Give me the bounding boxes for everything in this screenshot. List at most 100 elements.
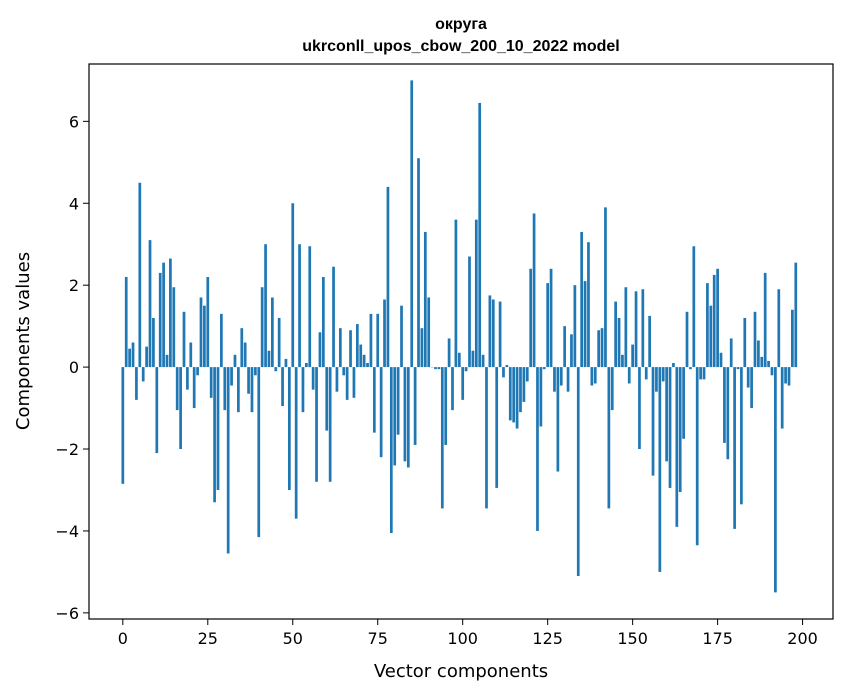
bar-44 <box>271 297 274 368</box>
bar-71 <box>362 354 366 368</box>
bar-162 <box>672 363 675 368</box>
y-axis-ticks: −6 −4 −2 0 2 4 6 <box>55 112 89 623</box>
bar-42 <box>264 244 267 368</box>
bar-155 <box>648 315 651 368</box>
bar-73 <box>369 313 373 368</box>
bar-17 <box>179 367 182 450</box>
bar-59 <box>321 276 325 368</box>
y-tick-label-6: 6 <box>69 112 79 131</box>
bar-149 <box>627 367 631 384</box>
bar-89 <box>423 231 427 368</box>
bar-117 <box>519 367 522 413</box>
y-tick-label-3: 0 <box>69 358 79 377</box>
bar-165 <box>682 367 685 439</box>
bar-118 <box>522 367 526 402</box>
x-tick-label-7: 175 <box>702 629 733 648</box>
bar-171 <box>702 367 706 380</box>
bar-14 <box>169 258 172 368</box>
bar-97 <box>451 367 454 411</box>
bar-157 <box>655 367 658 392</box>
bar-181 <box>736 367 740 370</box>
bar-140 <box>597 330 601 368</box>
x-tick-label-6: 150 <box>617 629 648 648</box>
bar-120 <box>529 268 533 368</box>
bar-16 <box>175 367 179 411</box>
x-tick-label-2: 50 <box>283 629 303 648</box>
y-tick-label-2: −2 <box>55 440 79 459</box>
bar-177 <box>723 367 726 443</box>
bar-41 <box>260 287 264 368</box>
bar-18 <box>182 311 186 368</box>
bar-124 <box>542 367 546 370</box>
bar-179 <box>729 338 733 368</box>
bar-113 <box>505 365 509 368</box>
bar-100 <box>461 367 465 400</box>
bar-174 <box>712 274 716 368</box>
bar-3 <box>131 342 135 368</box>
bar-197 <box>791 309 794 368</box>
bar-172 <box>706 283 709 368</box>
bar-30 <box>223 367 227 411</box>
bar-38 <box>250 367 254 413</box>
bar-63 <box>335 367 339 392</box>
bar-104 <box>474 219 478 368</box>
bar-123 <box>539 367 543 427</box>
bar-62 <box>332 266 335 368</box>
bar-93 <box>437 367 441 370</box>
bar-78 <box>386 186 390 368</box>
bar-160 <box>665 367 668 462</box>
bar-10 <box>155 367 159 454</box>
bar-23 <box>199 297 203 368</box>
bar-146 <box>617 317 621 368</box>
bar-92 <box>434 367 437 370</box>
bar-132 <box>570 334 573 368</box>
bar-198 <box>794 262 798 368</box>
bar-11 <box>158 272 162 368</box>
bar-12 <box>162 262 165 368</box>
bar-4 <box>135 367 138 400</box>
bar-43 <box>267 350 271 368</box>
bar-148 <box>624 287 628 368</box>
bar-144 <box>610 367 614 411</box>
bar-141 <box>600 328 604 368</box>
bar-82 <box>400 305 403 368</box>
bar-147 <box>621 354 624 368</box>
bar-131 <box>566 367 570 392</box>
bar-65 <box>342 367 346 376</box>
x-tick-label-8: 200 <box>787 629 818 648</box>
bar-86 <box>413 367 417 445</box>
bar-19 <box>186 367 189 390</box>
plot-frame <box>88 63 834 620</box>
bar-182 <box>740 367 743 505</box>
x-tick-label-3: 75 <box>368 629 388 648</box>
bar-20 <box>189 342 193 368</box>
bar-87 <box>417 158 420 368</box>
x-tick-label-0: 0 <box>118 629 128 648</box>
bar-83 <box>403 367 407 462</box>
bar-194 <box>780 367 784 429</box>
x-tick-label-4: 100 <box>447 629 478 648</box>
y-tick-label-4: 2 <box>69 276 79 295</box>
bar-46 <box>277 317 281 368</box>
bar-178 <box>726 367 730 460</box>
bar-190 <box>767 360 770 368</box>
bar-40 <box>257 367 261 538</box>
bar-69 <box>355 324 359 368</box>
bar-55 <box>308 246 312 368</box>
bar-21 <box>192 367 196 409</box>
bar-114 <box>508 367 512 421</box>
bar-158 <box>658 367 662 572</box>
bar-135 <box>580 231 584 368</box>
bar-138 <box>590 367 594 386</box>
bar-150 <box>631 344 634 368</box>
bar-110 <box>495 367 499 488</box>
bar-195 <box>784 367 787 384</box>
bar-111 <box>498 301 502 368</box>
bar-57 <box>315 367 318 482</box>
bar-58 <box>318 332 322 368</box>
bar-88 <box>420 328 424 368</box>
bar-7 <box>145 346 148 368</box>
bar-128 <box>556 367 560 472</box>
bar-98 <box>454 219 458 368</box>
